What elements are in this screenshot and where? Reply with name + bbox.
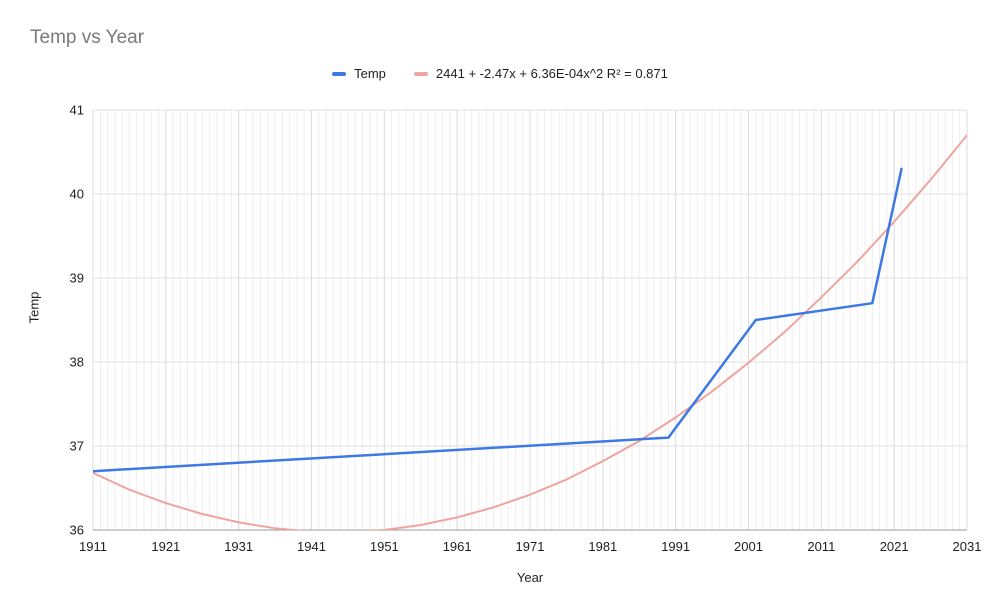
- x-tick-label: 1951: [370, 539, 399, 554]
- x-tick-label: 2011: [807, 539, 835, 554]
- x-tick-label: 2001: [734, 539, 763, 554]
- y-tick-label: 41: [70, 103, 84, 118]
- x-tick-label: 1961: [443, 539, 472, 554]
- legend-label-trendline-equation: 2441 + -2.47x + 6.36E-04x^2 R² = 0.871: [435, 66, 668, 81]
- y-axis-title: Temp: [26, 291, 42, 324]
- y-tick-label: 39: [70, 271, 84, 286]
- x-tick-label: 1931: [224, 539, 253, 554]
- y-tick-label: 37: [70, 439, 84, 454]
- chart-title: Temp vs Year: [30, 27, 145, 48]
- x-tick-label: 1991: [661, 539, 690, 554]
- x-tick-label: 1941: [297, 539, 326, 554]
- x-tick-label: 1921: [151, 539, 180, 554]
- y-tick-label: 36: [70, 523, 84, 538]
- x-tick-label: 1911: [79, 539, 107, 554]
- x-tick-label: 2031: [953, 539, 982, 554]
- series-line-trendline: [93, 134, 967, 530]
- x-tick-label: 1981: [588, 539, 617, 554]
- legend-item-trendline[interactable]: 2441 + -2.47x + 6.36E-04x^2 R² = 0.871: [413, 66, 668, 81]
- legend-label-temp: Temp: [354, 66, 386, 81]
- legend-swatch-trendline: [413, 71, 428, 76]
- y-tick-label: 38: [70, 355, 84, 370]
- legend-item-temp[interactable]: Temp: [332, 66, 386, 81]
- legend-swatch-temp: [332, 71, 347, 76]
- x-tick-label: 2021: [880, 539, 909, 554]
- x-tick-label: 1971: [516, 539, 545, 554]
- x-axis-title: Year: [516, 570, 544, 585]
- y-tick-label: 40: [70, 187, 84, 202]
- series-line-temp: [93, 167, 903, 473]
- legend: Temp 2441 + -2.47x + 6.36E-04x^2 R² = 0.…: [0, 66, 1000, 81]
